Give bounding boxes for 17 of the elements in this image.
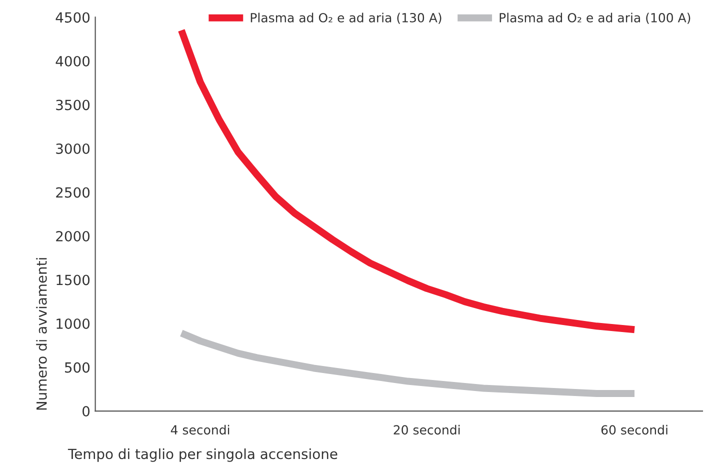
y-tick-label: 1000	[56, 318, 90, 329]
legend-label: Plasma ad O₂ e ad aria (100 A)	[500, 12, 690, 24]
y-tick-label: 500	[65, 362, 90, 373]
y-tick-label: 2000	[56, 230, 90, 242]
y-tick-label: 3000	[56, 143, 90, 154]
y-tick-label: 4000	[56, 56, 90, 66]
x-axis-title: Tempo di taglio per singola accensione	[68, 448, 338, 462]
y-tick-label: 4500	[56, 12, 90, 23]
y-tick-label: 1500	[56, 274, 90, 286]
y-tick-label: 2500	[56, 187, 90, 198]
legend-label: Plasma ad O₂ e ad aria (130 A)	[250, 12, 442, 24]
x-tick-label: 4 secondi	[170, 424, 230, 435]
x-tick-label: 20 secondi	[394, 424, 460, 435]
y-tick-label: 3500	[56, 100, 90, 110]
x-tick-label: 60 secondi	[601, 424, 668, 435]
y-axis-title: Numero di avviamenti	[36, 258, 47, 410]
y-tick-label: 0	[82, 406, 90, 416]
